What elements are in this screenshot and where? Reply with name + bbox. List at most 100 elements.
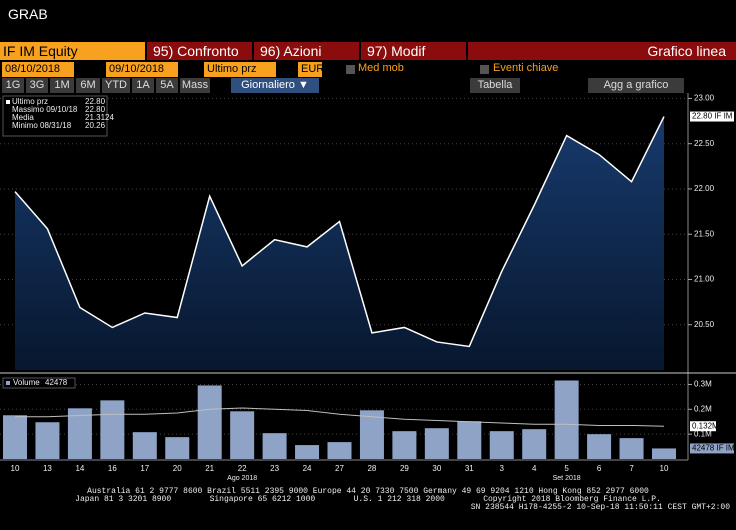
period-button[interactable]: 6M [76, 78, 100, 93]
legend-box [2, 377, 76, 389]
legend-value: 21.3124 [85, 113, 114, 122]
volume-bar [554, 380, 579, 459]
currency[interactable]: EUR [298, 62, 324, 77]
y-tick-label: 23.00 [694, 94, 715, 103]
period-button[interactable]: Mass [180, 78, 210, 93]
x-tick-label: 7 [629, 464, 634, 473]
last-volume-label: 42478 IF IM [692, 444, 735, 453]
last-price-label: 22.80 IF IM [692, 112, 733, 121]
volume-bar [619, 438, 644, 459]
x-tick-label: 6 [597, 464, 602, 473]
period-button[interactable]: 5A [156, 78, 178, 93]
moving-average [15, 407, 665, 427]
volume-bar [392, 431, 417, 459]
field-select[interactable]: Ultimo prz [204, 62, 276, 77]
frequency[interactable]: Giornaliero ▼ [231, 78, 319, 93]
x-tick-label: 28 [367, 464, 376, 473]
menu-button[interactable]: 95) Confronto [147, 42, 252, 60]
x-tick-label: 23 [270, 464, 279, 473]
legend-value: 20.26 [85, 121, 106, 130]
legend-value: 22.80 [85, 97, 106, 106]
volume-bar [359, 410, 384, 459]
x-tick-label: 4 [532, 464, 537, 473]
legend-label: Massimo 09/10/18 [12, 105, 78, 114]
x-tick-label: 3 [500, 464, 505, 473]
menu-button[interactable]: 97) Modif [361, 42, 466, 60]
volume-bar [457, 421, 482, 459]
volume-bar [35, 422, 60, 459]
volume-bar [3, 415, 27, 459]
period-button[interactable]: 1M [50, 78, 74, 93]
volume-bar [522, 429, 547, 459]
volume-bar [652, 448, 676, 459]
volume-bar [424, 428, 449, 459]
footer-line: Australia 61 2 9777 8600 Brazil 5511 239… [87, 487, 649, 496]
x-tick-label: 16 [108, 464, 117, 473]
x-tick-label: 10 [11, 464, 20, 473]
chart-type[interactable]: Grafico linea [468, 42, 736, 60]
app-title: GRAB [8, 6, 48, 22]
volume-bar [295, 445, 320, 459]
y-tick-label: 0.2M [694, 404, 712, 413]
add-button[interactable]: Agg a grafico [588, 78, 684, 93]
start-date[interactable]: 08/10/2018 [2, 62, 74, 77]
x-tick-label: 5 [564, 464, 569, 473]
volume-bar [262, 433, 287, 459]
footer-line: SN 238544 H178-4255-2 10-Sep-18 11:50:11… [470, 503, 730, 512]
period-button[interactable]: 1G [2, 78, 24, 93]
table-button[interactable]: Tabella [470, 78, 520, 93]
x-tick-label: 24 [303, 464, 312, 473]
footer-line: Japan 81 3 3201 8900 Singapore 65 6212 1… [75, 495, 661, 504]
end-date[interactable]: 09/10/2018 [106, 62, 178, 77]
legend-label: Media [12, 113, 34, 122]
area-fill [15, 116, 664, 370]
legend-value: 22.80 [85, 105, 106, 114]
x-tick-label: 20 [173, 464, 182, 473]
x-tick-label: 13 [43, 464, 52, 473]
last-price-box [690, 111, 734, 122]
x-tick-label: 29 [400, 464, 409, 473]
events[interactable]: Eventi chiave [493, 62, 559, 74]
ma-box [690, 421, 716, 432]
x-tick-label: 21 [205, 464, 214, 473]
y-tick-label: 0.3M [694, 380, 712, 389]
x-tick-label: 30 [432, 464, 441, 473]
last-volume-box [690, 443, 734, 454]
legend-label: Ultimo prz [12, 97, 48, 106]
volume-bar [489, 431, 514, 459]
month-label: Ago 2018 [227, 475, 257, 482]
volume-bar [327, 442, 352, 459]
x-tick-label: 10 [660, 464, 669, 473]
x-tick-label: 17 [140, 464, 149, 473]
legend-label: Volume [13, 378, 40, 387]
y-tick-label: 22.50 [694, 139, 715, 148]
legend-box [2, 95, 108, 137]
moving-avg[interactable]: Med mob [358, 62, 404, 74]
checkbox[interactable] [346, 65, 355, 74]
period-button[interactable]: YTD [102, 78, 130, 93]
y-tick-label: 20.50 [694, 320, 715, 329]
menu-button[interactable]: 96) Azioni [254, 42, 359, 60]
security[interactable]: IF IM Equity [0, 42, 145, 60]
period-button[interactable]: 3G [26, 78, 48, 93]
x-tick-label: 27 [335, 464, 344, 473]
legend-label: Minimo 08/31/18 [12, 121, 72, 130]
volume-bar [587, 434, 612, 459]
volume-bar [230, 411, 255, 459]
y-tick-label: 22.00 [694, 184, 715, 193]
volume-bar [67, 408, 92, 459]
month-label: Set 2018 [553, 475, 581, 482]
volume-bar [132, 432, 157, 459]
legend-swatch [6, 100, 10, 104]
volume-bar [197, 385, 222, 459]
legend-swatch [6, 381, 10, 385]
ma-label: 0.132M [692, 421, 719, 430]
checkbox[interactable] [480, 65, 489, 74]
period-button[interactable]: 1A [132, 78, 154, 93]
volume-bar [100, 400, 125, 459]
price-line [14, 116, 665, 348]
x-tick-label: 22 [238, 464, 247, 473]
y-tick-label: 21.00 [694, 275, 715, 284]
